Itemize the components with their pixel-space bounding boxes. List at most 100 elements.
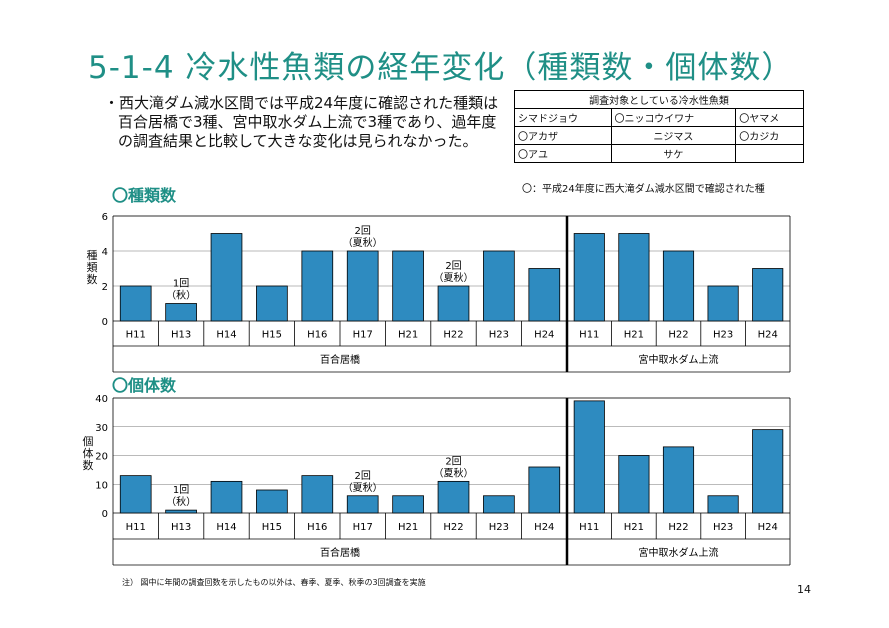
individuals-y-tick-label: 40: [95, 394, 108, 405]
species-bar-annotation: （夏秋）: [434, 271, 474, 284]
species-x-tick-label: H17: [353, 330, 373, 341]
species-bar: [210, 233, 243, 322]
individuals-bar: [573, 400, 605, 514]
individuals-x-tick-label: H22: [443, 522, 463, 533]
individuals-x-tick-label: H14: [216, 522, 236, 533]
species-bar: [301, 250, 334, 322]
individuals-bar: [437, 480, 470, 514]
individuals-x-tick-label: H21: [624, 522, 644, 533]
individuals-bar: [346, 495, 379, 514]
species-bar: [165, 303, 197, 322]
individuals-bar-annotation: 1回: [173, 484, 189, 496]
fish-species-table: 調査対象としている冷水性魚類 シマドジョウ 〇ニッコウイワナ 〇ヤマメ 〇アカザ…: [514, 90, 804, 163]
individuals-bar: [483, 495, 515, 514]
individuals-bar: [662, 446, 695, 514]
species-x-tick-label: H16: [307, 330, 327, 341]
species-x-tick-label: H21: [398, 330, 418, 341]
individuals-x-tick-label: H13: [171, 522, 191, 533]
species-group-label: 宮中取水ダム上流: [639, 353, 719, 366]
chart-title-individuals: 〇個体数: [112, 372, 176, 396]
individuals-x-tick-label: H15: [262, 522, 282, 533]
summary-text: ・西大滝ダム減水区間では平成24年度に確認された種類は百合居橋で3種、宮中取水ダ…: [104, 94, 504, 151]
species-x-tick-label: H13: [171, 330, 191, 341]
species-x-tick-label: H24: [758, 330, 778, 341]
individuals-bar: [528, 466, 561, 514]
species-x-tick-label: H21: [624, 330, 644, 341]
species-group-label: 百合居橋: [320, 353, 360, 366]
page-title: 5-1-4 冷水性魚類の経年変化（種類数・個体数）: [88, 50, 794, 86]
species-x-tick-label: H11: [579, 330, 599, 341]
individuals-bar: [119, 475, 152, 514]
species-x-tick-label: H15: [262, 330, 282, 341]
species-bar: [752, 268, 784, 322]
fish-table-note: 〇：平成24年度に西大滝ダム減水区間で確認された種: [522, 184, 765, 195]
y-axis-label-species: 種類数: [86, 249, 98, 286]
summary-bullet: ・西大滝ダム減水区間では平成24年度に確認された種類は百合居橋で3種、宮中取水ダ…: [104, 94, 499, 150]
individuals-bar-annotation: （夏秋）: [434, 466, 474, 479]
individuals-y-tick-label: 10: [95, 480, 108, 491]
individuals-bar: [752, 429, 784, 514]
species-bar: [618, 233, 650, 322]
individuals-x-tick-label: H24: [534, 522, 554, 533]
species-bar: [119, 285, 152, 322]
species-x-tick-label: H22: [443, 330, 463, 341]
individuals-group-label: 宮中取水ダム上流: [639, 546, 719, 559]
species-x-tick-label: H14: [216, 330, 236, 341]
species-bar: [256, 285, 288, 322]
individuals-x-tick-label: H23: [713, 522, 733, 533]
individuals-bar-annotation: 2回: [445, 455, 461, 467]
chart-title-species: 〇種類数: [112, 182, 176, 206]
species-x-tick-label: H23: [489, 330, 509, 341]
individuals-bar-annotation: 2回: [355, 470, 371, 482]
individuals-y-tick-label: 30: [95, 423, 108, 434]
individuals-bar: [210, 480, 243, 514]
table-row: シマドジョウ 〇ニッコウイワナ 〇ヤマメ: [514, 108, 804, 127]
individuals-y-tick-label: 0: [102, 509, 108, 520]
individuals-y-tick-label: 20: [95, 452, 108, 463]
species-bar-annotation: （秋）: [166, 289, 196, 302]
individuals-x-tick-label: H17: [353, 522, 373, 533]
table-cell: サケ: [610, 144, 737, 163]
individuals-x-tick-label: H23: [489, 522, 509, 533]
table-cell: 〇アユ: [514, 144, 612, 163]
individuals-x-tick-label: H24: [758, 522, 778, 533]
chart-title-individuals-text: 〇個体数: [112, 376, 177, 395]
species-x-tick-label: H24: [534, 330, 554, 341]
species-bar: [392, 250, 424, 322]
species-bar: [662, 250, 695, 322]
individuals-bar-annotation: （秋）: [166, 495, 196, 508]
individuals-bar-annotation: （夏秋）: [343, 481, 383, 494]
individuals-bar: [301, 475, 334, 514]
individuals-x-tick-label: H21: [398, 522, 418, 533]
page-number: 14: [797, 583, 811, 596]
individuals-x-tick-label: H11: [579, 522, 599, 533]
species-bar-annotation: （夏秋）: [343, 236, 383, 249]
individuals-x-tick-label: H11: [126, 522, 146, 533]
table-row: 〇アユ サケ: [514, 144, 804, 163]
species-y-tick-label: 4: [102, 247, 108, 258]
y-axis-label-individuals: 個体数: [82, 435, 94, 472]
species-bar: [346, 250, 379, 322]
species-bar: [573, 233, 605, 322]
individuals-bar: [256, 489, 288, 514]
species-bar-annotation: 2回: [355, 225, 371, 237]
species-y-tick-label: 2: [102, 282, 108, 293]
individuals-bar: [165, 509, 197, 514]
species-bar: [528, 268, 561, 322]
individuals-group-label: 百合居橋: [320, 546, 360, 559]
species-bar: [707, 285, 739, 322]
table-cell: [735, 144, 804, 163]
species-y-tick-label: 6: [102, 212, 108, 223]
species-y-tick-label: 0: [102, 317, 108, 328]
species-bar: [437, 285, 470, 322]
individuals-x-tick-label: H16: [307, 522, 327, 533]
species-x-tick-label: H11: [126, 330, 146, 341]
species-bar-annotation: 2回: [445, 260, 461, 272]
species-bar-annotation: 1回: [173, 278, 189, 290]
species-x-tick-label: H22: [668, 330, 688, 341]
species-x-tick-label: H23: [713, 330, 733, 341]
chart-title-species-text: 〇種類数: [112, 186, 177, 205]
footnote: 注） 図中に年間の調査回数を示したもの以外は、春季、夏季、秋季の3回調査を実施: [122, 578, 426, 587]
species-bar: [483, 250, 515, 322]
